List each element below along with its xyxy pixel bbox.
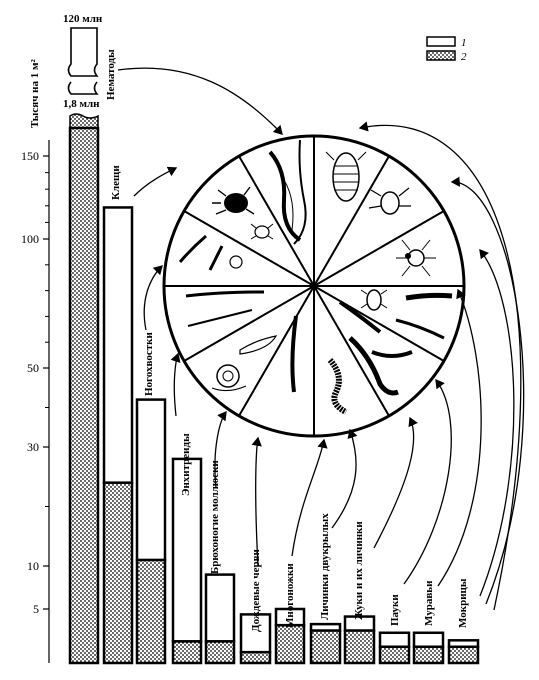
y-tick-label: 30	[27, 440, 39, 454]
wheel-spoke	[238, 285, 315, 417]
category-label: Энхитреиды	[180, 433, 192, 496]
bars	[68, 126, 480, 665]
bar-segment-1	[102, 206, 134, 484]
tick-icon	[250, 223, 274, 240]
legend: 1 2	[426, 36, 467, 63]
y-axis: Тысяч на 1 м²	[29, 59, 50, 663]
pointer-arrow	[133, 166, 178, 197]
category-label: Многоножки	[284, 563, 296, 628]
snail-icon	[211, 364, 247, 392]
pointer-arrow	[170, 352, 181, 417]
pointer-arrow	[479, 248, 515, 597]
millipede-icon	[327, 358, 348, 415]
y-tick-label: 10	[27, 559, 39, 573]
beetle-larva-icon	[395, 292, 453, 340]
bar-segment-2	[239, 650, 272, 665]
legend-key-2: 2	[461, 51, 467, 63]
y-tick-label: 5	[33, 602, 39, 616]
category-label: Жуки и их личинки	[353, 521, 365, 620]
bar-segment-2	[309, 629, 342, 665]
gamasid-mite-icon	[368, 187, 411, 215]
wheel-spoke	[238, 155, 315, 287]
arrows	[117, 67, 525, 611]
bar-segment-2	[171, 640, 203, 665]
pointer-arrow	[373, 416, 418, 549]
category-label: Муравьи	[423, 580, 435, 626]
earthworm-icon	[348, 336, 399, 396]
beetle-icon	[360, 289, 388, 311]
y-tick-label: 50	[27, 361, 39, 375]
y-ticks: 5 10 30 50 100 150	[21, 149, 49, 616]
category-label: Брюхоногие моллюски	[209, 460, 221, 574]
wheel-spoke	[313, 155, 390, 287]
pointer-arrow	[403, 378, 452, 585]
break-top-label: 120 млн	[63, 13, 103, 25]
pointer-arrow	[291, 438, 328, 557]
wheel-spoke	[183, 285, 315, 362]
break-bottom-label: 1,8 млн	[63, 98, 100, 110]
pointer-arrow	[331, 428, 358, 529]
category-label: Ногохвостки	[143, 332, 155, 396]
legend-key-1: 1	[461, 37, 467, 49]
break-column	[67, 27, 99, 77]
pointer-arrow	[117, 67, 283, 135]
bar-segment-1	[378, 631, 411, 649]
wheel-spoke	[313, 210, 445, 287]
category-label: Личинки двукрылых	[319, 513, 331, 620]
bar-segment-1	[412, 631, 445, 649]
centipede-icon	[290, 315, 298, 393]
category-label: Клещи	[110, 165, 122, 200]
spider-icon	[396, 239, 436, 277]
woodlouse-icon	[325, 151, 367, 202]
nematode-bar-break	[69, 113, 99, 129]
y-axis-label: Тысяч на 1 м²	[29, 59, 41, 128]
bar-segment-2	[412, 645, 445, 665]
category-label: Пауки	[389, 594, 401, 626]
bar-nematody	[68, 126, 100, 665]
legend-swatch-1	[426, 36, 456, 47]
pointer-arrow	[358, 121, 522, 611]
bar-segment-1	[135, 398, 167, 562]
pointer-arrow	[251, 436, 262, 567]
category-label: Мокрицы	[457, 578, 469, 628]
wheel-spoke	[313, 285, 445, 362]
oribatid-mite-icon	[212, 186, 255, 215]
category-label: Дождевые черви	[250, 548, 262, 632]
bar-segment-2	[102, 481, 134, 665]
pointer-arrow	[214, 410, 227, 489]
y-tick-label: 100	[21, 232, 39, 246]
legend-swatch-2	[426, 50, 456, 61]
category-labels: Клещи Ногохвостки Энхитреиды Брюхоногие мол…	[110, 165, 469, 632]
bar-segment-2	[447, 645, 480, 665]
slug-icon	[239, 335, 278, 355]
wheel-spoke	[313, 285, 390, 417]
nematode-break-indicator: 120 млн 1,8 млн Нематоды	[63, 13, 117, 129]
bar-segment-2	[343, 629, 376, 665]
fly-larva-icon	[338, 300, 413, 358]
bar-segment-2	[378, 645, 411, 665]
y-tick-label: 150	[21, 149, 39, 163]
nematode-icon	[268, 139, 307, 245]
break-name-label: Нематоды	[105, 49, 117, 100]
pointer-arrow	[450, 176, 525, 605]
springtail-icon	[178, 234, 243, 271]
pointer-arrow	[143, 265, 163, 331]
enchytraeid-worm-icon	[185, 290, 265, 327]
bar-segment-2	[274, 623, 306, 665]
wheel-spokes	[164, 136, 464, 436]
wheel-spoke	[183, 210, 315, 287]
bar-segment-1	[204, 573, 236, 643]
pointer-arrow	[437, 288, 482, 587]
bar-segment-2	[135, 558, 167, 665]
bar-segment-2	[204, 640, 236, 665]
pictogram-wheel	[162, 134, 466, 438]
break-lower	[67, 81, 99, 95]
